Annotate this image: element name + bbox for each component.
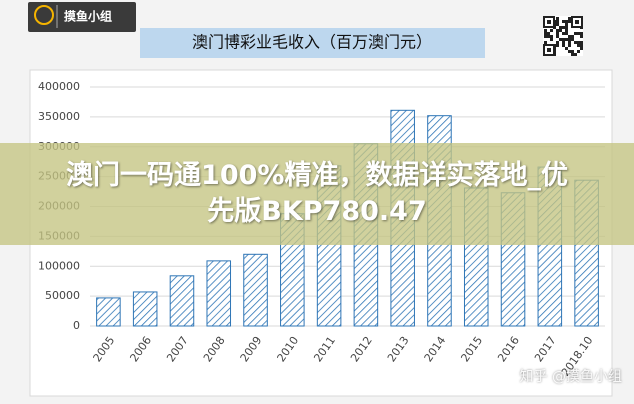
qr-cell bbox=[577, 44, 580, 47]
qr-cell bbox=[562, 44, 565, 47]
qr-finder bbox=[547, 48, 551, 52]
qr-cell bbox=[565, 26, 568, 29]
qr-cell bbox=[562, 26, 565, 29]
qr-cell bbox=[568, 38, 571, 41]
qr-cell bbox=[556, 32, 559, 35]
qr-finder bbox=[547, 20, 551, 24]
qr-cell bbox=[568, 17, 571, 20]
qr-cell bbox=[544, 35, 547, 38]
qr-cell bbox=[580, 32, 583, 35]
qr-cell bbox=[565, 29, 568, 32]
qr-cell bbox=[565, 38, 568, 41]
banner: 澳门一码通100%精准，数据详实落地_优 先版BKP780.47 bbox=[0, 143, 634, 245]
qr-cell bbox=[565, 47, 568, 50]
qr-cell bbox=[562, 20, 565, 23]
qr-cell bbox=[556, 20, 559, 23]
qr-cell bbox=[550, 29, 553, 32]
qr-cell bbox=[580, 41, 583, 44]
y-tick-label: 0 bbox=[73, 319, 80, 332]
logo-text: 摸鱼小组 bbox=[64, 9, 112, 24]
bar bbox=[206, 260, 232, 327]
qr-cell bbox=[580, 44, 583, 47]
banner-line: 先版BKP780.47 bbox=[207, 196, 427, 227]
qr-cell bbox=[556, 41, 559, 44]
bar bbox=[169, 275, 195, 327]
logo: 摸鱼小组 bbox=[28, 2, 136, 32]
qr-cell bbox=[547, 32, 550, 35]
y-tick-label: 400000 bbox=[38, 80, 80, 93]
qr-cell bbox=[544, 41, 547, 44]
qr-cell bbox=[577, 50, 580, 53]
qr-cell bbox=[559, 29, 562, 32]
qr-cell bbox=[571, 53, 574, 56]
qr-cell bbox=[571, 38, 574, 41]
qr-cell bbox=[556, 29, 559, 32]
watermark: 知乎 @摸鱼小组 bbox=[519, 369, 622, 385]
qr-cell bbox=[574, 32, 577, 35]
qr-cell bbox=[580, 35, 583, 38]
qr-cell bbox=[556, 44, 559, 47]
bar bbox=[96, 297, 121, 327]
qr-cell bbox=[556, 35, 559, 38]
qr-cell bbox=[556, 17, 559, 20]
chart-title: 澳门博彩业毛收入（百万澳门元） bbox=[192, 33, 432, 52]
qr-cell bbox=[568, 41, 571, 44]
banner-line: 澳门一码通100%精准，数据详实落地_优 bbox=[66, 160, 568, 191]
qr-cell bbox=[580, 47, 583, 50]
qr-finder bbox=[575, 20, 579, 24]
qr-cell bbox=[571, 50, 574, 53]
qr-cell bbox=[577, 32, 580, 35]
qr-cell bbox=[550, 35, 553, 38]
qr-cell bbox=[574, 53, 577, 56]
qr-cell bbox=[568, 50, 571, 53]
qr-cell bbox=[568, 35, 571, 38]
qr-cell bbox=[544, 29, 547, 32]
qr-cell bbox=[562, 41, 565, 44]
qr-cell bbox=[565, 20, 568, 23]
qr-cell bbox=[565, 32, 568, 35]
qr-cell bbox=[559, 26, 562, 29]
qr-cell bbox=[577, 41, 580, 44]
bar bbox=[132, 291, 158, 327]
qr-cell bbox=[550, 38, 553, 41]
qr-cell bbox=[571, 35, 574, 38]
qr-cell bbox=[556, 23, 559, 26]
qr-cell bbox=[565, 23, 568, 26]
qr-code bbox=[543, 16, 583, 56]
y-tick-label: 100000 bbox=[38, 259, 80, 272]
qr-cell bbox=[574, 41, 577, 44]
y-tick-label: 50000 bbox=[45, 289, 80, 302]
qr-cell bbox=[568, 20, 571, 23]
qr-cell bbox=[559, 38, 562, 41]
qr-cell bbox=[547, 35, 550, 38]
title-box bbox=[140, 28, 485, 58]
qr-cell bbox=[562, 38, 565, 41]
qr-cell bbox=[562, 32, 565, 35]
bar bbox=[243, 253, 268, 327]
qr-cell bbox=[544, 32, 547, 35]
y-tick-label: 350000 bbox=[38, 110, 80, 123]
qr-cell bbox=[568, 44, 571, 47]
